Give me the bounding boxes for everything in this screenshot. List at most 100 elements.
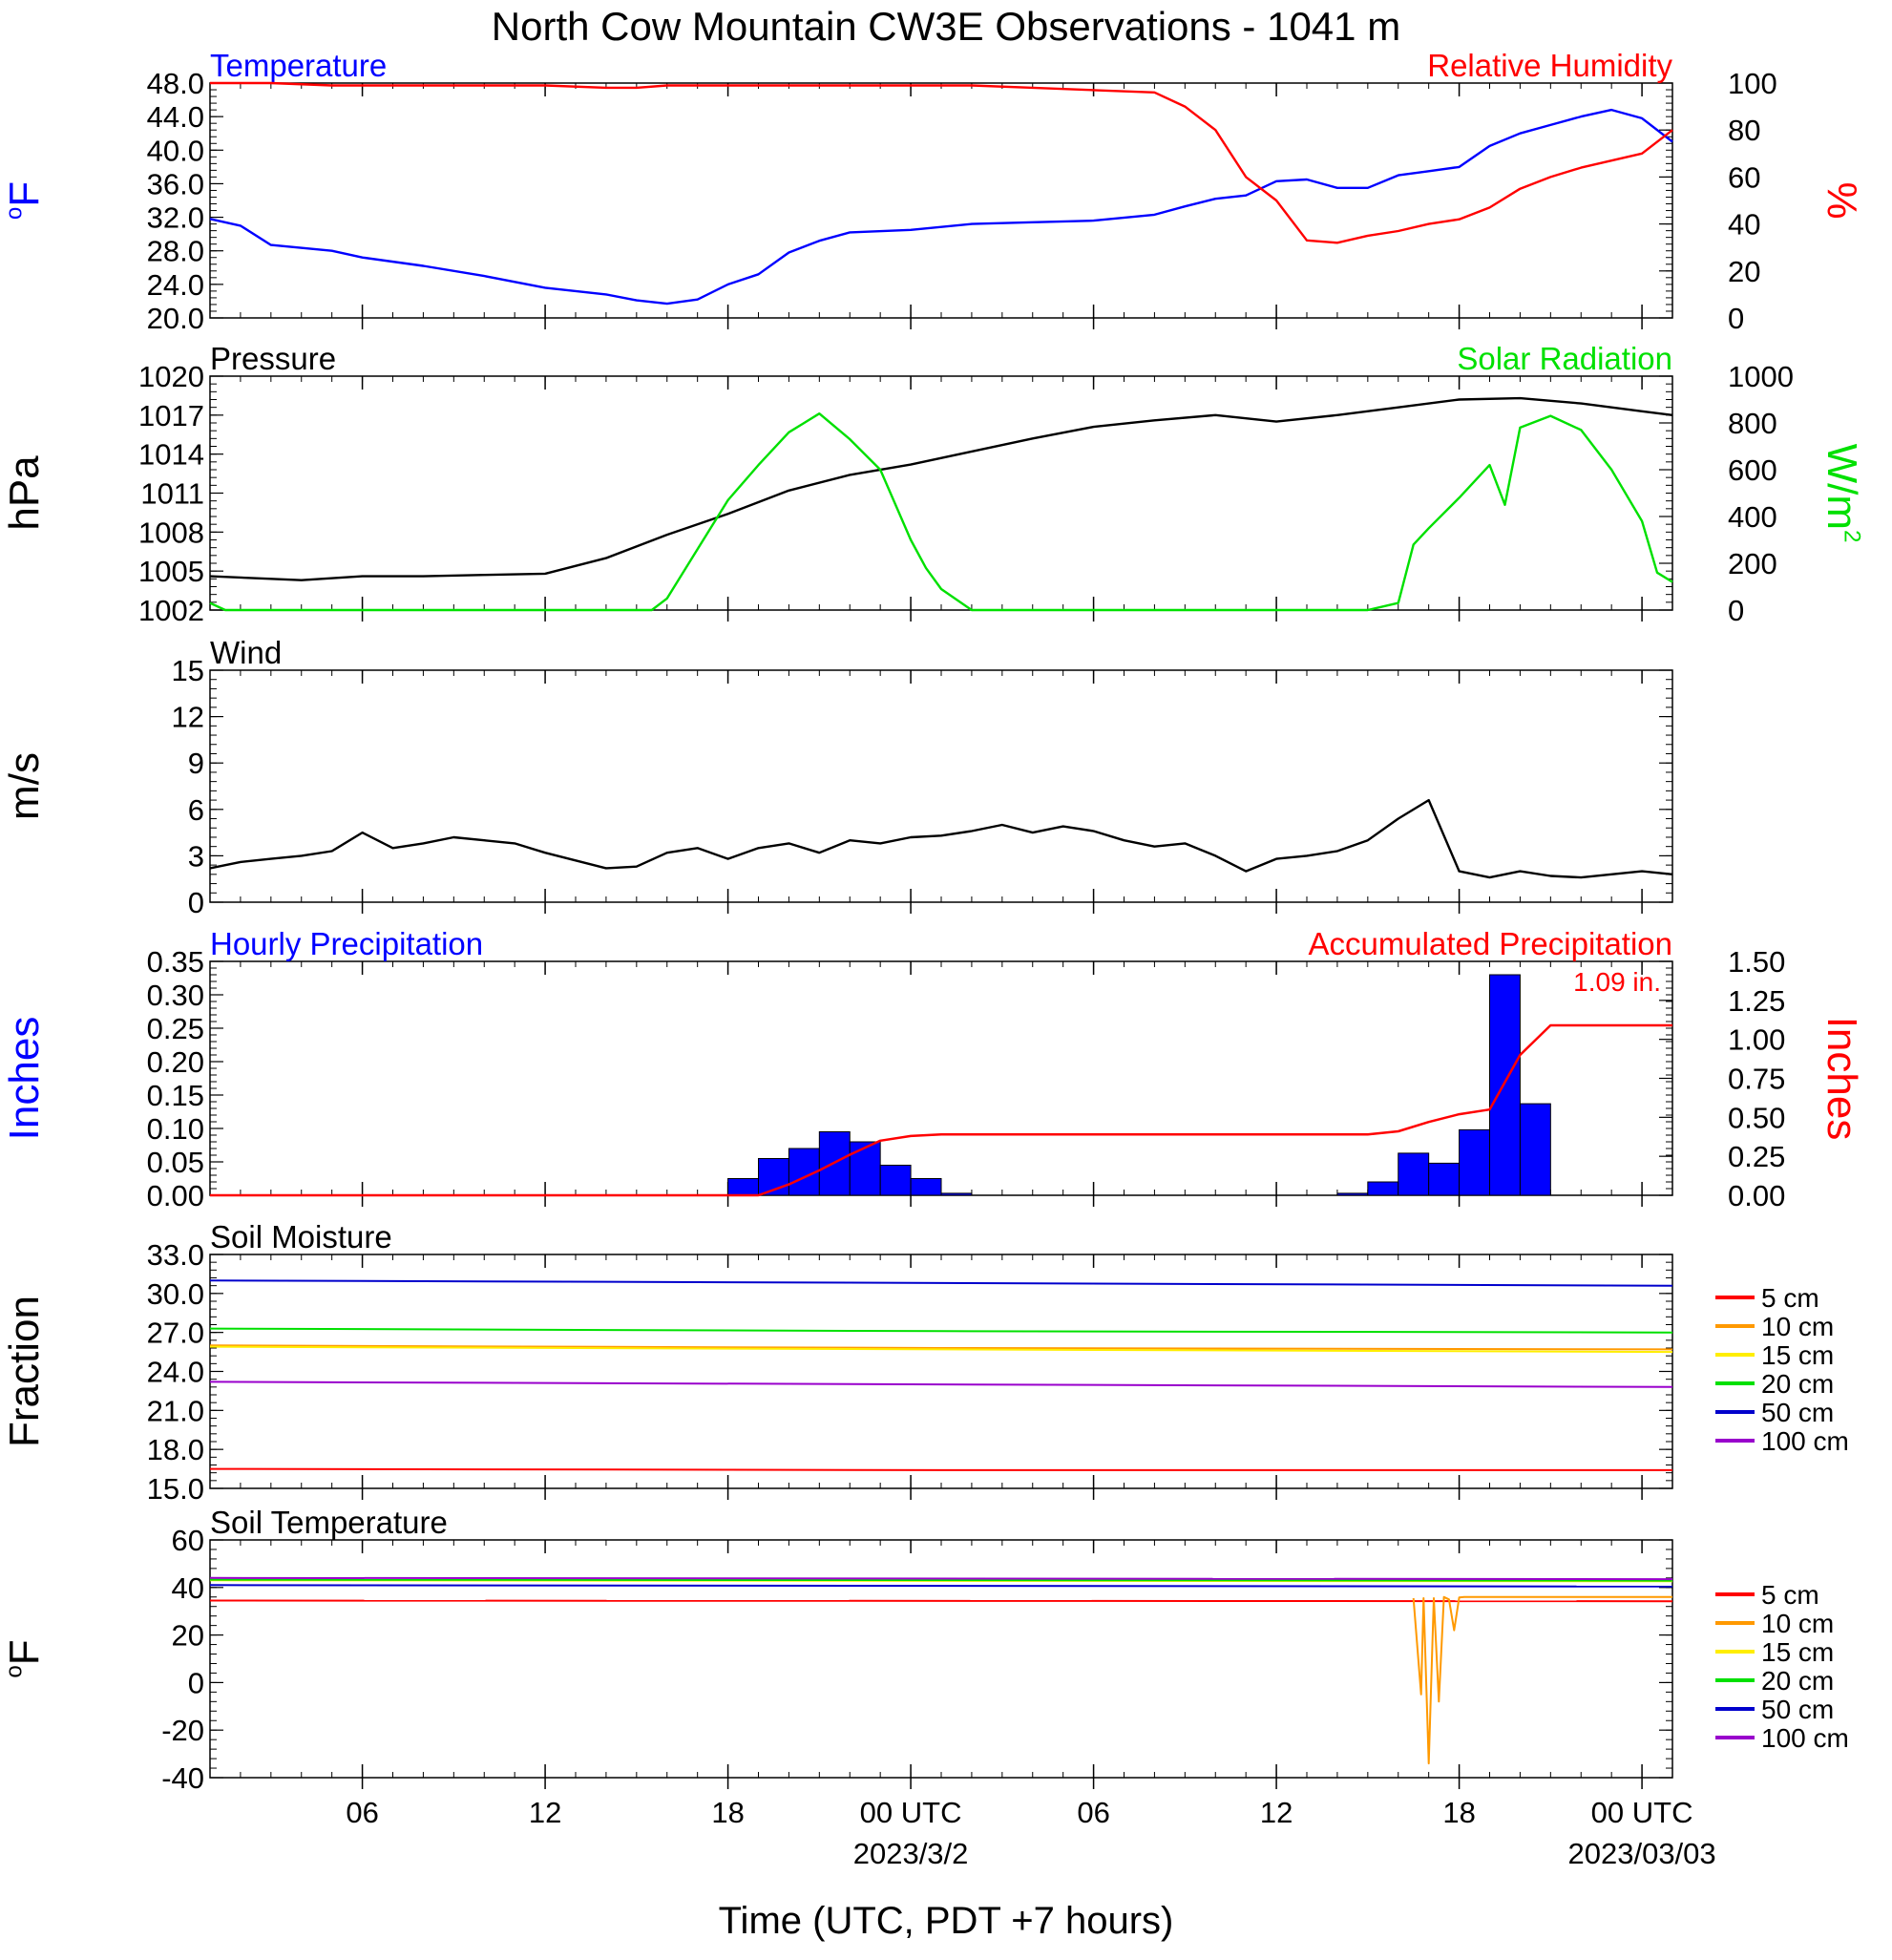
panel-4-ytick-label-right: 1.50	[1728, 945, 1785, 979]
panel-4-ytick-label-right: 0.25	[1728, 1140, 1785, 1173]
panel-4-title-left: Hourly Precipitation	[210, 926, 483, 961]
panel-2-ytick-label-left: 1014	[138, 438, 204, 472]
panel-4-ytick-label-left: 0.35	[147, 945, 204, 979]
panel-2-ytick-label-left: 1017	[138, 399, 204, 432]
panel-6-legend-label: 50 cm	[1761, 1695, 1834, 1724]
panel-4-hourly-bar	[788, 1148, 820, 1196]
panel-2-ylabel-left: hPa	[1, 455, 48, 531]
panel-2-ytick-label-left: 1002	[138, 594, 204, 627]
panel-2-ylabel-right: W/m2	[1818, 444, 1865, 543]
panel-5-ylabel-left: Fraction	[1, 1296, 48, 1447]
panel-1-frame	[209, 82, 1673, 319]
panel-4-hourly-bar	[1519, 1103, 1551, 1196]
panel-6-ytick-label-left: 0	[188, 1666, 204, 1699]
panel-1-ylabel-left: oF	[1, 181, 48, 220]
panel-4-ytick-label-right: 0.00	[1728, 1179, 1785, 1212]
panel-4-ytick-label-left: 0.20	[147, 1045, 204, 1079]
panel-6-series-6	[209, 1576, 1673, 1581]
panel-6-title-left: Soil Temperature	[210, 1505, 448, 1540]
panel-3-ytick-label-left: 15	[172, 654, 204, 687]
figure-title: North Cow Mountain CW3E Observations - 1…	[492, 4, 1400, 49]
panel-6-ylabel-left: oF	[1, 1639, 48, 1677]
panel-3-title-left: Wind	[210, 635, 282, 670]
panel-4-annotation: 1.09 in.	[1573, 967, 1661, 997]
panel-4-hourly-bar	[1428, 1162, 1461, 1196]
panel-1-ytick-label-left: 24.0	[147, 268, 204, 302]
panel-6-legend-label: 15 cm	[1761, 1637, 1834, 1667]
panel-1-ytick-label-right: 100	[1728, 67, 1777, 100]
panel-3-ytick-label-left: 9	[188, 747, 204, 780]
panel-5-legend-label: 5 cm	[1761, 1283, 1819, 1313]
panel-4-hourly-bar	[1398, 1152, 1430, 1196]
panel-4-ytick-label-left: 0.30	[147, 979, 204, 1012]
panel-2-ytick-label-left: 1008	[138, 516, 204, 549]
panel-2-ytick-label-right: 200	[1728, 547, 1777, 580]
panel-1-ytick-label-left: 44.0	[147, 100, 204, 134]
panel-3-ytick-label-left: 0	[188, 886, 204, 919]
panel-3-ytick-label-left: 12	[172, 701, 204, 734]
panel-2-ylabel-left-text: hPa	[1, 455, 48, 531]
panel-4-hourly-bar	[849, 1141, 881, 1196]
panel-2-frame	[209, 375, 1673, 611]
x-tick-label: 12	[529, 1796, 561, 1829]
panel-2-series-1	[209, 396, 1673, 581]
panel-4-ytick-label-left: 0.05	[147, 1146, 204, 1179]
panel-4-ytick-label-right: 0.50	[1728, 1101, 1785, 1134]
panel-4-ylabel-left: Inches	[1, 1017, 48, 1141]
panel-5-series-4	[209, 1327, 1673, 1334]
panel-5-series-6	[209, 1380, 1673, 1388]
panel-2-ytick-label-right: 1000	[1728, 360, 1794, 393]
panel-4-hourly-bar	[910, 1178, 942, 1196]
panel-1-ytick-label-left: 28.0	[147, 235, 204, 268]
panel-2-title-left: Pressure	[210, 341, 336, 376]
x-tick-label: 18	[711, 1796, 744, 1829]
panel-6-ytick-label-left: 40	[172, 1571, 204, 1605]
panel-3-ylabel-left-text: m/s	[1, 752, 48, 820]
panel-4-ytick-label-right: 1.00	[1728, 1023, 1785, 1057]
panel-2-ytick-label-right: 600	[1728, 453, 1777, 487]
panel-3-ytick-label-left: 3	[188, 839, 204, 873]
panel-4-ytick-label-left: 0.25	[147, 1012, 204, 1045]
panel-2-title-right: Solar Radiation	[1457, 341, 1672, 376]
panel-4-ytick-label-left: 0.10	[147, 1112, 204, 1146]
panel-4-hourly-bar	[879, 1165, 912, 1196]
panel-6-ylabel-left-text: oF	[1, 1639, 48, 1677]
panel-6-series-4	[209, 1578, 1673, 1582]
panel-3-frame	[209, 669, 1673, 903]
panel-4-hourly-bar	[1367, 1181, 1399, 1196]
panel-4-ytick-label-right: 0.75	[1728, 1063, 1785, 1096]
panel-1-ytick-label-left: 48.0	[147, 67, 204, 100]
panel-5-series-3	[209, 1345, 1673, 1354]
panel-4-ytick-label-right: 1.25	[1728, 984, 1785, 1018]
panel-1-ytick-label-right: 80	[1728, 114, 1760, 147]
panel-4-hourly-bar	[727, 1178, 759, 1196]
panel-3-ylabel-left: m/s	[1, 752, 48, 820]
panel-6-legend-label: 5 cm	[1761, 1580, 1819, 1610]
panel-2-ytick-label-right: 0	[1728, 594, 1744, 627]
panel-5-ylabel-left-text: Fraction	[1, 1296, 48, 1447]
panel-6-series-2	[1412, 1595, 1672, 1765]
panel-5-frame	[209, 1254, 1673, 1489]
panel-1-title-left: Temperature	[210, 48, 387, 83]
x-tick-label: 00 UTC	[1591, 1796, 1693, 1829]
panel-1-ytick-label-right: 40	[1728, 208, 1760, 242]
x-tick-label: 06	[346, 1796, 378, 1829]
panel-2-ytick-label-right: 400	[1728, 500, 1777, 534]
panel-5-ytick-label-left: 15.0	[147, 1472, 204, 1506]
panel-6-frame	[209, 1539, 1673, 1779]
panel-4-ylabel-right: Inches	[1818, 1017, 1865, 1141]
panel-4-hourly-bar	[1336, 1192, 1369, 1196]
panel-3-series-1	[209, 798, 1673, 879]
panel-5-ytick-label-left: 21.0	[147, 1394, 204, 1427]
panel-6-ytick-label-left: 20	[172, 1619, 204, 1653]
panel-6-ytick-label-left: -40	[161, 1761, 204, 1795]
panel-4-accum-line	[210, 1023, 1672, 1197]
panel-2-series-2	[209, 412, 1673, 612]
panel-4-title-right: Accumulated Precipitation	[1308, 926, 1672, 961]
x-tick-label: 06	[1077, 1796, 1109, 1829]
panel-5-ytick-label-left: 30.0	[147, 1277, 204, 1311]
panel-1-series-1	[209, 108, 1673, 306]
panel-5-legend-label: 50 cm	[1761, 1398, 1834, 1427]
x-tick-sublabel: 2023/3/2	[853, 1837, 969, 1870]
